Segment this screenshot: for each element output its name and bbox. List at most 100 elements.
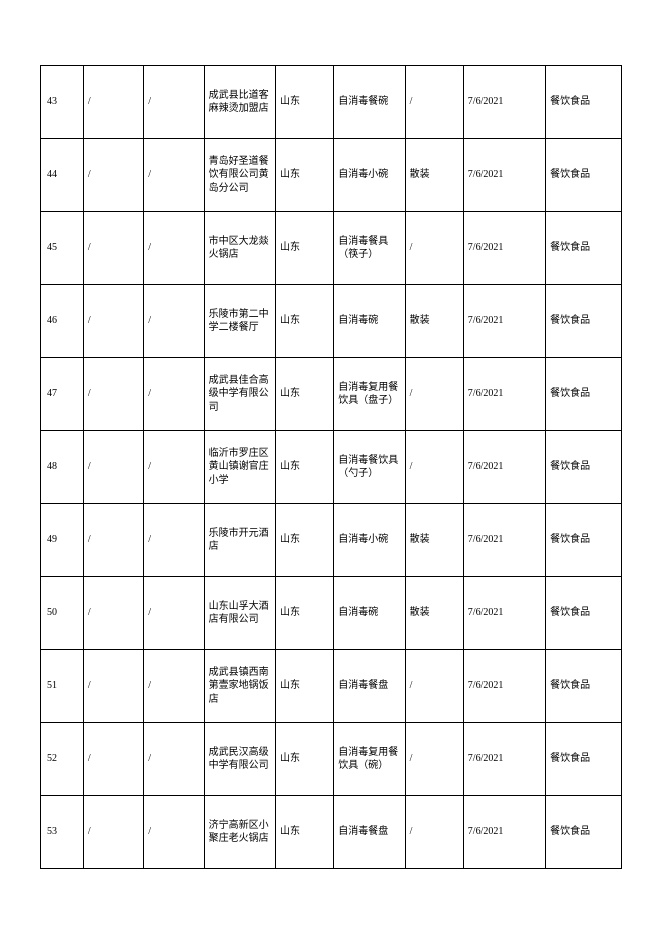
col-b: / xyxy=(144,66,204,139)
col-b: / xyxy=(144,139,204,212)
row-index: 51 xyxy=(41,650,84,723)
table-row: 47//成武县佳合高级中学有限公司山东自消毒复用餐饮具（盘子）/7/6/2021… xyxy=(41,358,622,431)
item-name: 自消毒餐具（筷子） xyxy=(334,212,405,285)
col-a: / xyxy=(83,431,143,504)
item-name: 自消毒小碗 xyxy=(334,139,405,212)
package: 散装 xyxy=(405,504,463,577)
unit-name: 青岛好圣道餐饮有限公司黄岛分公司 xyxy=(204,139,275,212)
col-b: / xyxy=(144,358,204,431)
item-name: 自消毒碗 xyxy=(334,285,405,358)
unit-name: 济宁高新区小聚庄老火锅店 xyxy=(204,796,275,869)
col-a: / xyxy=(83,577,143,650)
category: 餐饮食品 xyxy=(546,504,622,577)
col-b: / xyxy=(144,650,204,723)
row-index: 53 xyxy=(41,796,84,869)
unit-name: 乐陵市开元酒店 xyxy=(204,504,275,577)
unit-name: 成武县佳合高级中学有限公司 xyxy=(204,358,275,431)
col-a: / xyxy=(83,504,143,577)
table-row: 43//成武县比道客麻辣烫加盟店山东自消毒餐碗/7/6/2021餐饮食品 xyxy=(41,66,622,139)
date: 7/6/2021 xyxy=(463,358,545,431)
province: 山东 xyxy=(276,66,334,139)
category: 餐饮食品 xyxy=(546,723,622,796)
col-a: / xyxy=(83,66,143,139)
col-b: / xyxy=(144,796,204,869)
col-a: / xyxy=(83,358,143,431)
col-a: / xyxy=(83,139,143,212)
item-name: 自消毒碗 xyxy=(334,577,405,650)
row-index: 44 xyxy=(41,139,84,212)
unit-name: 乐陵市第二中学二楼餐厅 xyxy=(204,285,275,358)
item-name: 自消毒餐盘 xyxy=(334,796,405,869)
table-row: 48//临沂市罗庄区黄山镇谢官庄小学山东自消毒餐饮具（勺子）/7/6/2021餐… xyxy=(41,431,622,504)
col-b: / xyxy=(144,431,204,504)
category: 餐饮食品 xyxy=(546,650,622,723)
table-row: 53//济宁高新区小聚庄老火锅店山东自消毒餐盘/7/6/2021餐饮食品 xyxy=(41,796,622,869)
package: 散装 xyxy=(405,577,463,650)
package: / xyxy=(405,212,463,285)
package: / xyxy=(405,650,463,723)
package: / xyxy=(405,358,463,431)
unit-name: 市中区大龙燚火锅店 xyxy=(204,212,275,285)
table-row: 45//市中区大龙燚火锅店山东自消毒餐具（筷子）/7/6/2021餐饮食品 xyxy=(41,212,622,285)
row-index: 46 xyxy=(41,285,84,358)
col-b: / xyxy=(144,285,204,358)
category: 餐饮食品 xyxy=(546,796,622,869)
table-row: 51//成武县镇西南第壹家地锅饭店山东自消毒餐盘/7/6/2021餐饮食品 xyxy=(41,650,622,723)
date: 7/6/2021 xyxy=(463,577,545,650)
category: 餐饮食品 xyxy=(546,139,622,212)
item-name: 自消毒餐盘 xyxy=(334,650,405,723)
item-name: 自消毒餐碗 xyxy=(334,66,405,139)
province: 山东 xyxy=(276,358,334,431)
date: 7/6/2021 xyxy=(463,650,545,723)
col-b: / xyxy=(144,504,204,577)
table-row: 44//青岛好圣道餐饮有限公司黄岛分公司山东自消毒小碗散装7/6/2021餐饮食… xyxy=(41,139,622,212)
col-a: / xyxy=(83,723,143,796)
category: 餐饮食品 xyxy=(546,212,622,285)
unit-name: 成武民汉高级中学有限公司 xyxy=(204,723,275,796)
item-name: 自消毒复用餐饮具（盘子） xyxy=(334,358,405,431)
col-b: / xyxy=(144,723,204,796)
package: 散装 xyxy=(405,139,463,212)
table-row: 52//成武民汉高级中学有限公司山东自消毒复用餐饮具（碗）/7/6/2021餐饮… xyxy=(41,723,622,796)
col-a: / xyxy=(83,285,143,358)
date: 7/6/2021 xyxy=(463,796,545,869)
col-a: / xyxy=(83,212,143,285)
unit-name: 山东山孚大酒店有限公司 xyxy=(204,577,275,650)
item-name: 自消毒小碗 xyxy=(334,504,405,577)
province: 山东 xyxy=(276,431,334,504)
row-index: 48 xyxy=(41,431,84,504)
package: / xyxy=(405,723,463,796)
col-b: / xyxy=(144,577,204,650)
category: 餐饮食品 xyxy=(546,577,622,650)
row-index: 43 xyxy=(41,66,84,139)
row-index: 45 xyxy=(41,212,84,285)
unit-name: 成武县镇西南第壹家地锅饭店 xyxy=(204,650,275,723)
category: 餐饮食品 xyxy=(546,431,622,504)
item-name: 自消毒复用餐饮具（碗） xyxy=(334,723,405,796)
item-name: 自消毒餐饮具（勺子） xyxy=(334,431,405,504)
province: 山东 xyxy=(276,577,334,650)
row-index: 47 xyxy=(41,358,84,431)
row-index: 52 xyxy=(41,723,84,796)
table-row: 50//山东山孚大酒店有限公司山东自消毒碗散装7/6/2021餐饮食品 xyxy=(41,577,622,650)
date: 7/6/2021 xyxy=(463,431,545,504)
date: 7/6/2021 xyxy=(463,66,545,139)
package: 散装 xyxy=(405,285,463,358)
col-a: / xyxy=(83,650,143,723)
province: 山东 xyxy=(276,285,334,358)
date: 7/6/2021 xyxy=(463,285,545,358)
province: 山东 xyxy=(276,504,334,577)
table-row: 46//乐陵市第二中学二楼餐厅山东自消毒碗散装7/6/2021餐饮食品 xyxy=(41,285,622,358)
table-row: 49//乐陵市开元酒店山东自消毒小碗散装7/6/2021餐饮食品 xyxy=(41,504,622,577)
province: 山东 xyxy=(276,650,334,723)
unit-name: 成武县比道客麻辣烫加盟店 xyxy=(204,66,275,139)
province: 山东 xyxy=(276,796,334,869)
category: 餐饮食品 xyxy=(546,66,622,139)
unit-name: 临沂市罗庄区黄山镇谢官庄小学 xyxy=(204,431,275,504)
package: / xyxy=(405,796,463,869)
col-b: / xyxy=(144,212,204,285)
category: 餐饮食品 xyxy=(546,358,622,431)
date: 7/6/2021 xyxy=(463,139,545,212)
date: 7/6/2021 xyxy=(463,723,545,796)
row-index: 50 xyxy=(41,577,84,650)
